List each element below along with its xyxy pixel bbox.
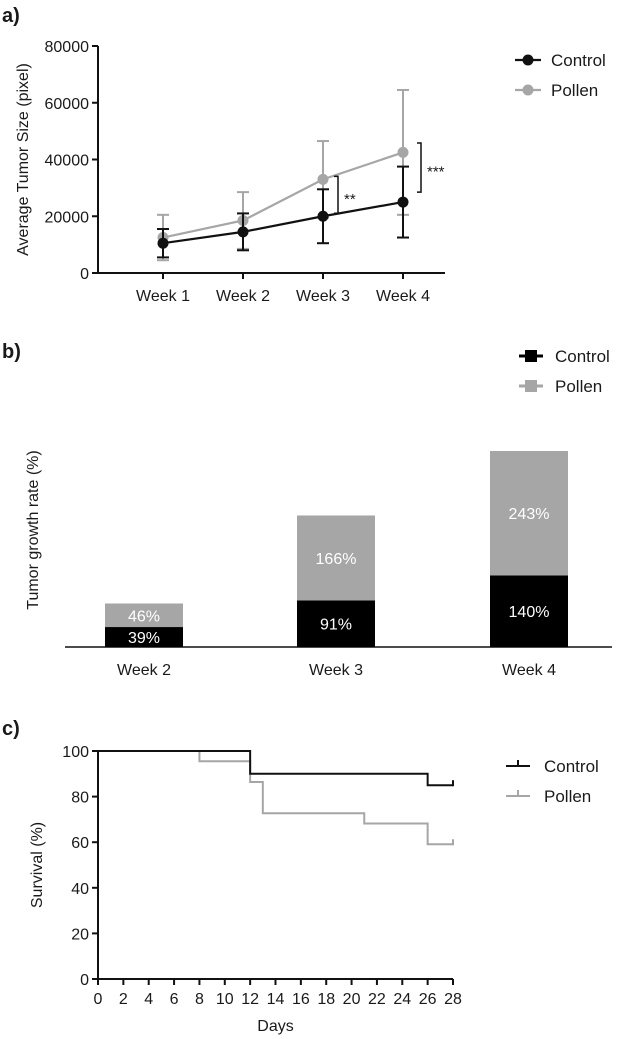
series-line-control — [162, 200, 404, 245]
data-point — [317, 210, 329, 222]
legend-label: Pollen — [544, 787, 591, 806]
bar-stack: 140% 243% — [490, 451, 568, 647]
panel-a-label: a) — [2, 5, 20, 27]
bar-stack: 91% 166% — [297, 515, 375, 647]
x-tick-label: Week 2 — [117, 662, 171, 679]
bar-control — [297, 600, 375, 647]
y-tick-label: 40 — [71, 881, 89, 898]
data-point — [397, 196, 409, 208]
panel-a-line-chart: a) 0 20000 40000 60000 80000 Week 1 Week 2 Week… — [2, 5, 606, 305]
data-label-pollen: 166% — [316, 551, 357, 568]
y-tick-label: 0 — [80, 972, 89, 989]
x-tick-label: 10 — [216, 991, 234, 1008]
x-tick-label: 18 — [317, 991, 335, 1008]
bar-pollen — [297, 515, 375, 601]
x-tick-label: 2 — [119, 991, 128, 1008]
significance-label: *** — [427, 164, 445, 181]
x-tick-label: 6 — [170, 991, 179, 1008]
y-axis-title: Average Tumor Size (pixel) — [15, 63, 32, 256]
series-control — [98, 750, 454, 787]
survival-curve-control — [98, 750, 453, 787]
survival-curve-pollen — [98, 750, 453, 846]
y-tick-label: 100 — [62, 744, 89, 761]
bar-control — [105, 627, 183, 647]
legend-label: Pollen — [555, 377, 602, 396]
significance-label: ** — [344, 191, 356, 208]
legend-swatch-marker — [522, 84, 534, 96]
y-tick-label: 60000 — [45, 96, 90, 113]
data-label-control: 140% — [509, 604, 550, 621]
legend: Control Pollen — [506, 757, 599, 806]
significance-bracket — [334, 175, 339, 214]
data-label-pollen: 46% — [128, 608, 160, 625]
series-pollen — [98, 750, 454, 846]
significance-annotation: *** — [417, 142, 445, 193]
x-tick-label: 26 — [419, 991, 437, 1008]
x-tick-label: 8 — [195, 991, 204, 1008]
x-axis-title: Days — [257, 1018, 293, 1035]
series-line-pollen — [162, 151, 404, 239]
significance-annotation: ** — [334, 175, 356, 214]
x-tick-label: Week 3 — [309, 662, 363, 679]
legend-swatch-marker — [522, 54, 534, 66]
legend-label: Control — [551, 51, 606, 70]
data-point — [317, 173, 329, 185]
legend-swatch-marker — [525, 380, 537, 392]
x-tick-label: 0 — [94, 991, 103, 1008]
series-pollen — [157, 88, 409, 262]
bar-pollen — [105, 603, 183, 628]
y-tick-label: 0 — [80, 266, 89, 283]
y-tick-label: 80 — [71, 790, 89, 807]
x-tick-label: Week 4 — [502, 662, 556, 679]
data-label-pollen: 243% — [509, 506, 550, 523]
y-tick-label: 60 — [71, 835, 89, 852]
x-tick-label: 24 — [393, 991, 411, 1008]
x-tick-label: 22 — [368, 991, 386, 1008]
bar-stack: 39%46% — [105, 603, 183, 647]
x-tick-label: Week 4 — [376, 288, 430, 305]
x-tick-label: 4 — [144, 991, 153, 1008]
y-axis-title: Tumor growth rate (%) — [25, 450, 42, 609]
panel-b-label: b) — [2, 341, 21, 363]
x-tick-label: 14 — [267, 991, 285, 1008]
x-tick-label: Week 3 — [296, 288, 350, 305]
series-control — [157, 165, 409, 259]
data-label-control: 91% — [320, 617, 352, 634]
bar-pollen — [490, 451, 568, 576]
legend-label: Control — [555, 347, 610, 366]
y-tick-label: 20 — [71, 926, 89, 943]
y-tick-label: 40000 — [45, 153, 90, 170]
legend-label: Control — [544, 757, 599, 776]
panel-b-stacked-bar-chart: b) Tumor growth rate (%)39%46%Week 291%1… — [2, 341, 612, 679]
x-tick-label: Week 1 — [136, 288, 190, 305]
y-axis-title: Survival (%) — [29, 822, 46, 908]
x-tick-label: Week 2 — [216, 288, 270, 305]
legend-swatch-marker — [525, 350, 537, 362]
x-tick-label: 20 — [343, 991, 361, 1008]
bar-control — [490, 575, 568, 647]
y-tick-label: 20000 — [45, 209, 90, 226]
data-point — [237, 226, 249, 238]
x-tick-label: 16 — [292, 991, 310, 1008]
panel-c-label: c) — [2, 718, 20, 740]
legend-label: Pollen — [551, 81, 598, 100]
x-tick-label: 28 — [444, 991, 462, 1008]
legend: Control Pollen — [519, 347, 610, 396]
data-point — [397, 146, 409, 158]
y-tick-label: 80000 — [45, 39, 90, 56]
significance-bracket — [417, 142, 422, 193]
x-tick-label: 12 — [241, 991, 259, 1008]
data-point — [157, 237, 169, 249]
data-label-control: 39% — [128, 630, 160, 647]
legend: Control Pollen — [515, 51, 606, 100]
